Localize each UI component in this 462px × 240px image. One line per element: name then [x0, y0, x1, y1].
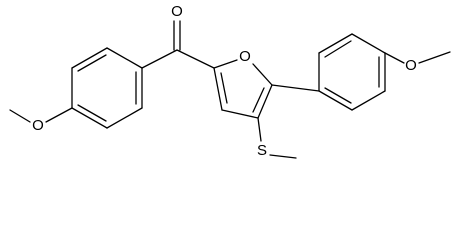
atom-label: O	[405, 57, 417, 74]
bonds	[9, 20, 451, 159]
atom-label: O	[32, 117, 44, 134]
molecule: O O O O S	[9, 3, 451, 159]
atom-label: O	[239, 48, 251, 65]
page: O O O O S (() => { const data = JSON.par…	[9, 2, 451, 159]
atom-label: S	[257, 142, 267, 159]
atom-label: O	[171, 3, 183, 20]
